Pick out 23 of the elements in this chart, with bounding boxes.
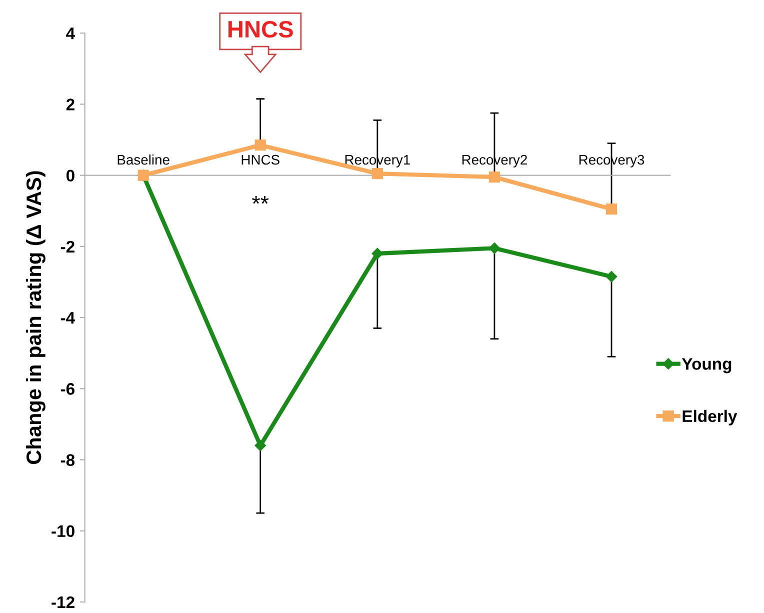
- point: [606, 271, 618, 282]
- x-tick-label: HNCS: [242, 154, 280, 165]
- y-tick-label: -2: [60, 240, 74, 252]
- annotation: **: [252, 196, 269, 204]
- legend-label: Young: [682, 358, 732, 374]
- y-tick-label: 0: [66, 170, 74, 182]
- point: [488, 242, 500, 254]
- y-tick-label: -10: [52, 525, 74, 538]
- point: [488, 172, 500, 183]
- point: [606, 204, 618, 215]
- point: [254, 140, 266, 151]
- y-tick-label: -8: [60, 454, 75, 466]
- y-tick-label: 4: [66, 28, 75, 40]
- point: [372, 168, 383, 180]
- y-tick-label: 2: [66, 98, 74, 110]
- y-tick-label: -4: [60, 312, 75, 324]
- y-axis-title: Change in pain rating (Δ VAS): [26, 171, 46, 464]
- x-tick-label: Baseline: [118, 154, 170, 165]
- annotation: HNCS: [228, 20, 293, 38]
- legend-label: Elderly: [682, 410, 738, 426]
- point: [254, 440, 266, 452]
- y-tick-label: -12: [52, 596, 74, 608]
- y-tick-label: -6: [60, 383, 74, 395]
